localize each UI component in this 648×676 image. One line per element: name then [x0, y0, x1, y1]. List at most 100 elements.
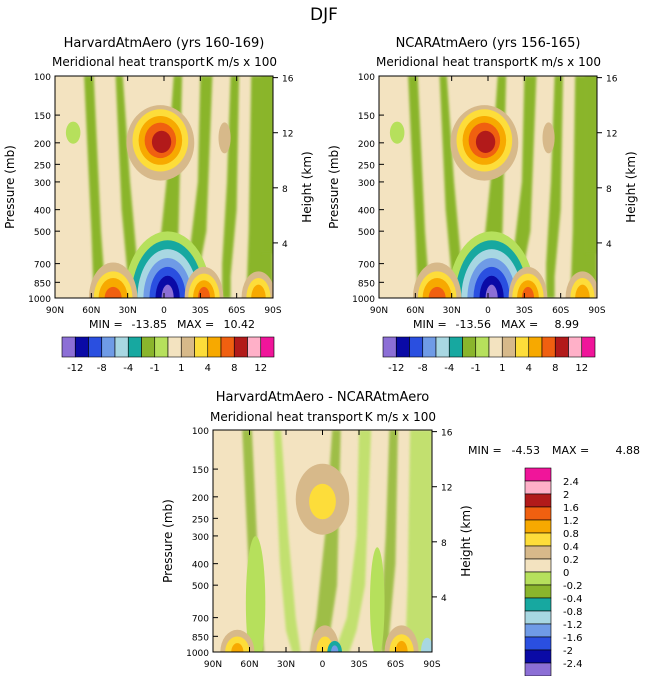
negative-core: [421, 637, 432, 652]
negative-band: [584, 76, 597, 254]
colorbar-label: 4: [205, 363, 211, 374]
negative-core: [161, 284, 174, 298]
y2-tick-label: 8: [606, 185, 612, 195]
x-tick-label: 60S: [387, 660, 404, 670]
colorbar-swatch: [462, 336, 477, 358]
minor-band: [245, 536, 266, 652]
positive-core: [428, 286, 446, 298]
min-value: -4.53: [512, 444, 540, 457]
y-tick-label: 500: [192, 582, 209, 592]
y-tick-label: 150: [358, 112, 375, 122]
colorbar-swatch: [515, 336, 530, 358]
colorbar-swatch: [524, 597, 552, 612]
y-tick-label: 700: [192, 615, 209, 625]
positive-core: [395, 640, 408, 652]
y-tick-label: 150: [192, 466, 209, 476]
positive-core: [251, 284, 266, 298]
y-tick-label: 200: [358, 140, 375, 150]
y2-tick-label: 12: [606, 130, 617, 140]
max-value: 4.88: [616, 444, 641, 457]
colorbar-swatch: [528, 336, 543, 358]
colorbar-swatch: [501, 336, 516, 358]
x-tick-label: 90N: [204, 660, 222, 670]
colorbar-swatch: [154, 336, 169, 358]
colorbar-swatch: [568, 336, 583, 358]
y2-tick-label: 8: [441, 539, 447, 549]
y-tick-label: 500: [358, 228, 375, 238]
x-tick-label: 60N: [82, 306, 100, 316]
negative-band: [408, 76, 430, 298]
x-tick-label: 60N: [406, 306, 424, 316]
y-tick-label: 500: [34, 228, 51, 238]
colorbar-swatch: [180, 336, 195, 358]
x-tick-label: 30S: [516, 306, 533, 316]
x-tick-label: 0: [320, 660, 326, 670]
colorbar-label: -12: [388, 363, 404, 374]
colorbar-label: 0.2: [563, 555, 579, 566]
colorbar-label: 12: [254, 363, 267, 374]
colorbar-swatch: [167, 336, 182, 358]
colorbar-label: -4: [123, 363, 133, 374]
max-value: 10.42: [224, 318, 256, 331]
contour-field: [379, 76, 597, 298]
colorbar-swatch: [541, 336, 556, 358]
y2-tick-label: 8: [282, 185, 288, 195]
negative-core: [485, 284, 498, 298]
colorbar-label: 1: [499, 363, 505, 374]
y-tick-label: 850: [192, 633, 209, 643]
colorbar-swatch: [524, 532, 552, 547]
min-value: -13.56: [456, 318, 491, 331]
positive-core: [151, 130, 172, 153]
max-label: MAX =: [552, 444, 589, 457]
minor-band: [65, 121, 81, 144]
y2-tick-label: 4: [441, 594, 447, 604]
colorbar-label: -12: [67, 363, 83, 374]
colorbar-label: 8: [552, 363, 558, 374]
colorbar-swatch: [247, 336, 262, 358]
colorbar-swatch: [524, 493, 552, 508]
colorbar-label: 2.4: [563, 477, 579, 488]
colorbar-label: 1: [178, 363, 184, 374]
panel-unit-label: K m/s x 100: [530, 55, 601, 69]
panel-unit-label: K m/s x 100: [365, 410, 436, 424]
colorbar-swatch: [382, 336, 397, 358]
panel-subtitle: Meridional heat transport: [52, 55, 205, 69]
max-label: MAX =: [177, 318, 214, 331]
colorbar-swatch: [220, 336, 235, 358]
colorbar-swatch: [207, 336, 222, 358]
y-tick-label: 400: [192, 561, 209, 571]
colorbar-swatch: [524, 467, 552, 482]
colorbar-swatch: [141, 336, 156, 358]
contour-field: [55, 76, 273, 298]
negative-band: [439, 76, 467, 298]
y2-tick-label: 12: [282, 130, 293, 140]
x-tick-label: 0: [161, 306, 167, 316]
min-label: MIN =: [468, 444, 502, 457]
y2-axis-title: Height (km): [300, 151, 314, 222]
negative-band: [176, 76, 213, 298]
y-tick-label: 850: [34, 279, 51, 289]
negative-band: [273, 430, 301, 652]
negative-band: [405, 430, 432, 652]
colorbar-swatch: [524, 558, 552, 573]
x-tick-label: 60N: [240, 660, 258, 670]
colorbar-swatch: [88, 336, 103, 358]
x-tick-label: 60S: [552, 306, 569, 316]
max-label: MAX =: [501, 318, 538, 331]
negative-band: [500, 76, 537, 298]
colorbar-label: 1.2: [563, 516, 579, 527]
positive-core: [309, 483, 336, 520]
min-label: MIN =: [413, 318, 447, 331]
negative-band: [260, 76, 273, 254]
minor-band: [369, 547, 385, 652]
panel-1: 90N 60N 30N 0 30S 60S 90S 100 150 200 250 300 400 500…: [3, 36, 314, 374]
y-axis-title: Pressure (mb): [3, 145, 17, 229]
panel-unit-label: K m/s x 100: [206, 55, 277, 69]
panel-subtitle: Meridional heat transport: [376, 55, 529, 69]
colorbar-swatch: [61, 336, 76, 358]
y2-tick-label: 16: [441, 429, 453, 439]
colorbar-swatch: [475, 336, 490, 358]
x-tick-label: 30S: [350, 660, 367, 670]
colorbar-label: 12: [575, 363, 588, 374]
colorbar-label: -0.2: [563, 581, 583, 592]
